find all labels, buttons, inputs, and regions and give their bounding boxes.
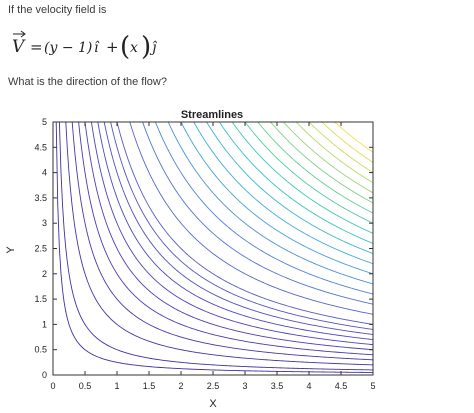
streamline — [219, 121, 374, 244]
y-axis-label: Y — [5, 246, 17, 254]
streamline — [65, 121, 374, 366]
x-tick-label: 2.5 — [207, 381, 220, 391]
streamline — [193, 121, 374, 265]
streamlines-group — [55, 121, 374, 373]
vector-v: V — [12, 37, 26, 57]
y-tick-label: 1.5 — [34, 294, 47, 304]
x-tick-label: 5 — [370, 381, 375, 391]
y-tick-label: 2 — [42, 269, 47, 279]
close-paren: ) — [141, 32, 151, 62]
streamline — [244, 121, 374, 224]
x-tick-label: 4.5 — [335, 381, 348, 391]
term-one: (y − 1) — [44, 40, 92, 56]
x-axis-label: X — [209, 398, 217, 410]
streamline — [129, 121, 374, 315]
streamline-chart: Streamlines 0 0.5 1 1.5 2 2.5 3 3.5 4 4.5 5 0 0.5 1 1… — [5, 109, 376, 410]
vector-arrow — [13, 30, 26, 38]
streamline — [206, 121, 374, 254]
x-ticks: 0 0.5 1 1.5 2 2.5 3 3.5 4 4.5 5 — [50, 122, 376, 391]
streamline — [78, 121, 374, 356]
streamline — [58, 121, 374, 371]
streamline — [180, 121, 374, 275]
velocity-equation: V = (y − 1) î + ( x ) ĵ — [12, 30, 158, 62]
streamline — [90, 121, 374, 346]
streamline — [84, 121, 374, 351]
streamline — [71, 121, 374, 361]
streamline — [231, 121, 374, 234]
x-tick-label: 3 — [242, 381, 247, 391]
streamline — [103, 121, 374, 335]
x-tick-label: 0 — [50, 381, 55, 391]
x-tick-label: 2 — [178, 381, 183, 391]
streamline — [167, 121, 374, 285]
plot-frame — [52, 121, 374, 376]
streamline — [110, 121, 374, 330]
plus-sign: + — [106, 38, 119, 56]
x-tick-label: 1 — [114, 381, 119, 391]
equals-sign: = — [30, 38, 43, 56]
j-hat: ĵ — [149, 39, 158, 56]
y-tick-label: 3.5 — [34, 193, 47, 203]
streamline — [270, 121, 374, 204]
y-tick-label: 5 — [42, 117, 47, 127]
y-tick-label: 4 — [42, 168, 47, 178]
question-prompt: What is the direction of the flow? — [8, 76, 167, 88]
streamline — [308, 121, 374, 173]
x-tick-label: 0.5 — [79, 381, 92, 391]
y-tick-label: 0.5 — [34, 345, 47, 355]
streamline — [257, 121, 374, 214]
streamline — [97, 121, 374, 341]
chart-title: Streamlines — [181, 109, 243, 121]
streamline — [283, 121, 374, 194]
y-ticks: 0 0.5 1 1.5 2 2.5 3 3.5 4 4.5 5 — [34, 117, 373, 380]
streamline — [334, 121, 374, 153]
question-intro: If the velocity field is — [8, 4, 107, 16]
x-tick-label: 4 — [306, 381, 311, 391]
x-tick-label: 1.5 — [143, 381, 156, 391]
y-tick-label: 1 — [42, 319, 47, 329]
streamline — [154, 121, 374, 295]
x-tick-label: 3.5 — [271, 381, 284, 391]
i-hat: î — [94, 40, 100, 56]
streamline — [142, 121, 374, 305]
y-tick-label: 3 — [42, 218, 47, 228]
y-tick-label: 4.5 — [34, 142, 47, 152]
open-paren: ( — [120, 32, 130, 62]
streamline — [295, 121, 374, 184]
streamline — [116, 121, 374, 325]
y-tick-label: 0 — [42, 370, 47, 380]
streamline — [321, 121, 374, 163]
term-two: x — [130, 40, 138, 56]
streamline — [55, 121, 374, 373]
y-tick-label: 2.5 — [34, 244, 47, 254]
